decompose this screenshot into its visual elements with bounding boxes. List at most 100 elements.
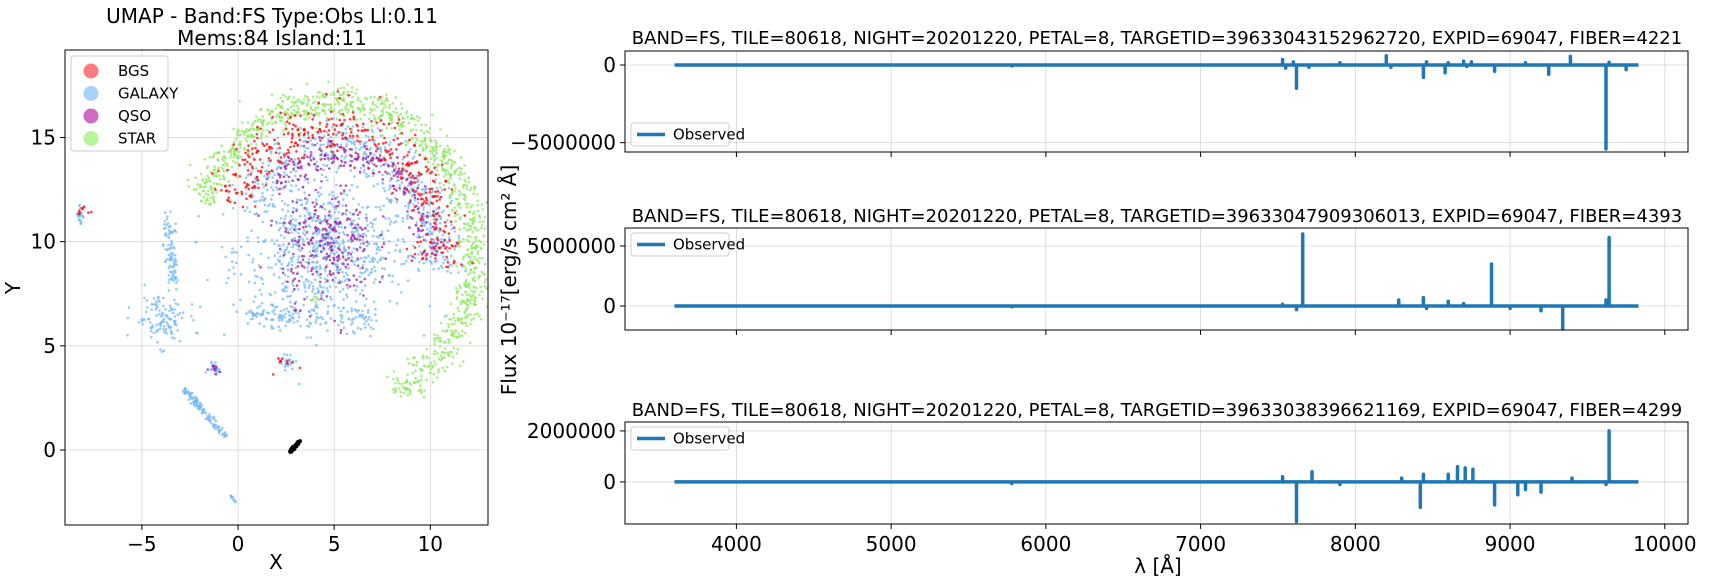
umap-point xyxy=(448,152,452,155)
umap-point xyxy=(478,220,481,224)
umap-point xyxy=(345,132,348,135)
umap-point xyxy=(389,186,392,189)
umap-point xyxy=(412,187,415,190)
umap-point xyxy=(259,108,262,112)
umap-point xyxy=(201,178,205,181)
umap-point xyxy=(279,96,282,100)
umap-point xyxy=(326,157,330,160)
umap-point xyxy=(376,105,379,109)
umap-point xyxy=(336,259,340,263)
umap-point xyxy=(303,286,307,289)
umap-point xyxy=(439,264,443,268)
umap-point xyxy=(225,189,228,192)
umap-point xyxy=(359,117,363,121)
umap-point xyxy=(448,354,451,358)
umap-point xyxy=(436,334,439,337)
umap-point xyxy=(459,170,462,174)
umap-point xyxy=(342,192,346,195)
umap-point xyxy=(425,252,429,256)
umap-point xyxy=(286,364,290,368)
umap-point xyxy=(159,348,162,351)
umap-point xyxy=(428,371,432,374)
umap-point xyxy=(240,192,244,196)
umap-point xyxy=(458,218,462,221)
umap-point xyxy=(155,323,158,327)
umap-point xyxy=(285,320,289,323)
umap-point xyxy=(392,138,396,142)
umap-point xyxy=(399,142,403,145)
umap-point xyxy=(282,253,286,257)
umap-point xyxy=(475,236,479,239)
umap-point xyxy=(415,128,418,132)
umap-point xyxy=(279,227,282,230)
umap-point xyxy=(422,208,425,212)
umap-point xyxy=(379,150,382,154)
umap-point xyxy=(322,236,326,239)
umap-point xyxy=(407,387,411,391)
umap-point xyxy=(233,153,237,157)
umap-point xyxy=(346,310,349,313)
umap-point xyxy=(328,258,332,262)
umap-point xyxy=(166,235,169,238)
umap-point xyxy=(407,254,411,258)
umap-point xyxy=(251,147,254,150)
umap-point xyxy=(350,86,354,89)
umap-point xyxy=(246,154,250,157)
umap-point xyxy=(230,260,234,264)
umap-point xyxy=(325,164,328,168)
umap-point xyxy=(337,200,340,204)
umap-point xyxy=(159,321,163,324)
umap-point xyxy=(167,281,171,284)
umap-point xyxy=(217,429,221,433)
umap-point xyxy=(156,341,159,344)
umap-point xyxy=(168,225,171,228)
umap-point xyxy=(289,145,292,149)
umap-point xyxy=(363,168,366,172)
umap-point xyxy=(408,138,411,142)
umap-point xyxy=(363,232,366,236)
umap-point xyxy=(354,226,358,229)
umap-point xyxy=(196,332,199,335)
umap-point xyxy=(406,140,410,144)
umap-point xyxy=(256,182,260,186)
umap-point xyxy=(278,255,282,258)
umap-point xyxy=(224,255,227,259)
umap-point xyxy=(208,202,212,205)
umap-point xyxy=(347,251,350,255)
umap-point xyxy=(335,117,339,121)
umap-point xyxy=(457,317,460,321)
umap-point xyxy=(315,202,318,206)
umap-point xyxy=(170,278,173,281)
umap-point xyxy=(442,243,446,247)
umap-point xyxy=(311,219,314,222)
umap-point xyxy=(324,232,328,236)
umap-point xyxy=(370,120,373,123)
umap-point xyxy=(338,242,342,246)
umap-point xyxy=(416,227,420,230)
umap-point xyxy=(375,319,378,323)
umap-point xyxy=(259,137,263,140)
umap-point xyxy=(469,256,472,259)
umap-point xyxy=(464,316,467,319)
umap-point xyxy=(280,119,283,123)
umap-point xyxy=(205,166,209,170)
umap-point xyxy=(235,156,239,160)
umap-point xyxy=(165,332,169,335)
umap-point xyxy=(481,208,485,211)
umap-point xyxy=(439,159,443,162)
umap-point xyxy=(330,117,333,121)
umap-point xyxy=(417,183,420,187)
umap-point xyxy=(351,250,354,254)
umap-point xyxy=(315,315,319,319)
umap-point xyxy=(417,233,421,237)
umap-point xyxy=(350,323,353,326)
umap-point xyxy=(289,219,293,223)
umap-point xyxy=(415,115,419,118)
umap-point xyxy=(438,246,441,249)
umap-point xyxy=(412,203,415,206)
umap-point xyxy=(283,154,286,157)
umap-point xyxy=(210,191,214,195)
umap-point xyxy=(428,188,431,191)
umap-point xyxy=(257,264,261,267)
umap-point xyxy=(341,288,345,291)
